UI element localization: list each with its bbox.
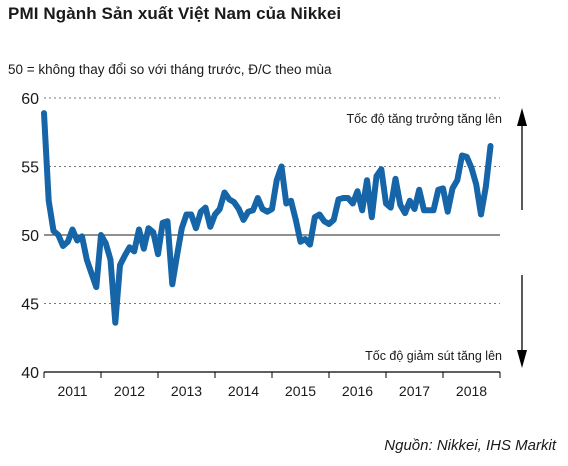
x-tick-label-2015: 2015 (285, 383, 316, 399)
series-line-pmi (41, 110, 494, 326)
y-tick-label-55: 55 (21, 160, 39, 177)
y-tick-label-50: 50 (21, 228, 39, 245)
arrow-down-icon (517, 275, 527, 368)
data-points (43, 113, 491, 323)
x-axis-ticks: 2011 2012 2013 2014 2015 2016 2017 2018 (43, 372, 501, 399)
x-tick-label-2013: 2013 (171, 383, 202, 399)
x-tick-label-2011: 2011 (57, 383, 87, 399)
x-tick-label-2018: 2018 (456, 383, 487, 399)
chart-subtitle: 50 = không thay đổi so với tháng trước, … (8, 62, 332, 77)
chart-title: PMI Ngành Sản xuất Việt Nam của Nikkei (8, 4, 342, 23)
annotation-decline-up: Tốc độ giảm sút tăng lên (365, 349, 502, 363)
x-tick-label-2016: 2016 (342, 383, 373, 399)
grid-lines (44, 97, 500, 304)
x-tick-label-2012: 2012 (114, 383, 145, 399)
x-tick-label-2017: 2017 (399, 383, 430, 399)
source-note: Nguồn: Nikkei, IHS Markit (384, 437, 556, 454)
y-tick-label-40: 40 (21, 365, 39, 382)
arrow-up-icon (517, 108, 527, 210)
y-tick-label-45: 45 (21, 297, 39, 314)
annotation-growth-up: Tốc độ tăng trưởng tăng lên (346, 112, 502, 126)
x-tick-label-2014: 2014 (228, 383, 259, 399)
y-tick-label-60: 60 (21, 91, 39, 108)
y-axis-ticks: 40 45 50 55 60 (21, 91, 39, 382)
